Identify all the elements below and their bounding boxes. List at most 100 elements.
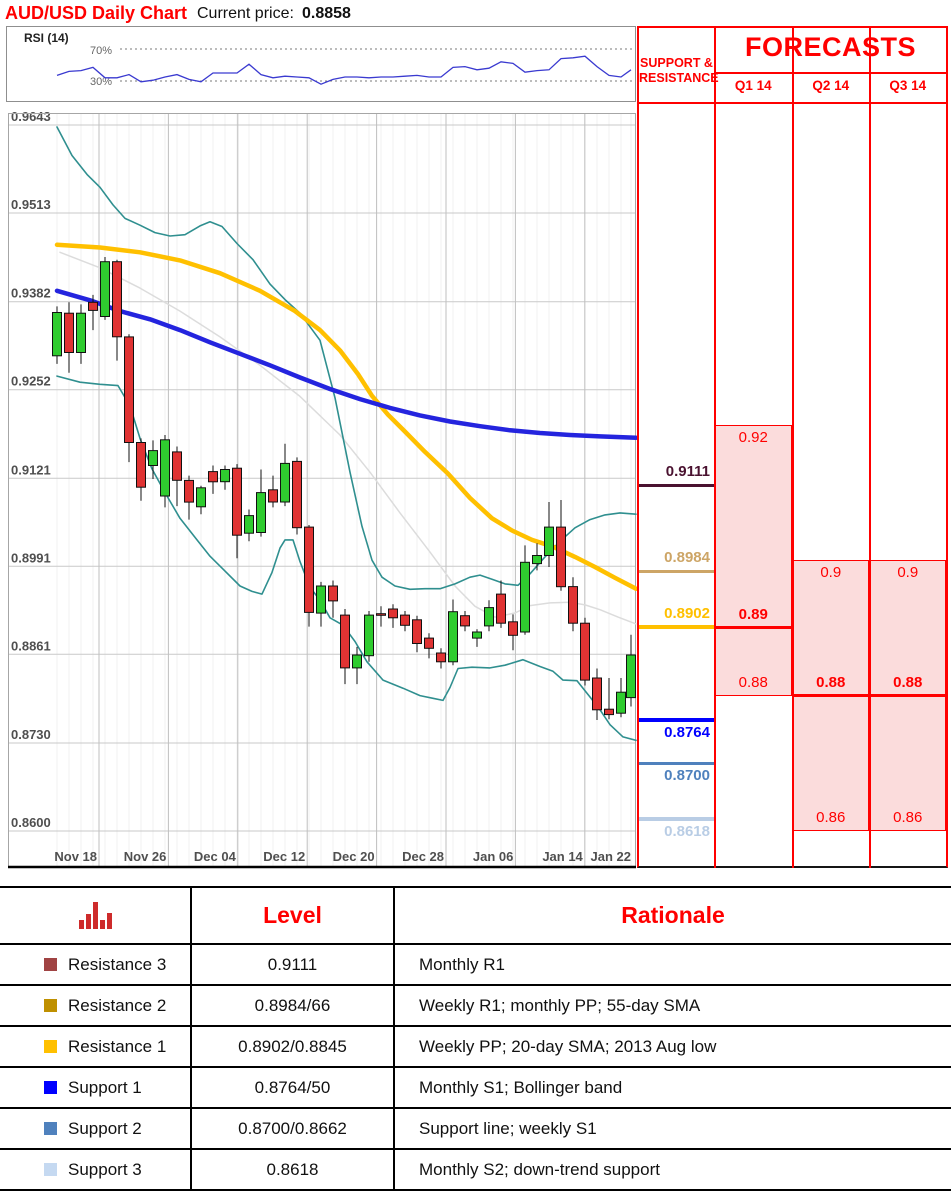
sr-level-label: 0.9111 (665, 463, 710, 481)
bollinger-lower-line (56, 375, 637, 742)
candle-bullish (544, 526, 554, 556)
plot-area (8, 113, 636, 867)
panel-divider (639, 102, 946, 104)
rationale-column-header: Rationale (621, 902, 725, 928)
level-rationale-cell: Weekly R1; monthly PP; 55-day SMA (419, 995, 701, 1015)
candle-bearish (304, 526, 314, 613)
candle-bullish (472, 631, 482, 639)
candle-bearish (508, 621, 518, 636)
candle-bearish (556, 526, 566, 588)
levels-table-row: Resistance 1 0.8902/0.8845 Weekly PP; 20-d… (0, 1027, 951, 1068)
current-price-value: 0.8858 (302, 5, 351, 22)
candle-bullish (616, 691, 626, 714)
y-axis-label: 0.9513 (11, 197, 51, 212)
panel-divider (715, 72, 946, 74)
support-resistance-forecast-panel: FORECASTS SUPPORT & RESISTANCE Q1 14 Q2 1… (637, 26, 948, 868)
sr-level-label: 0.8618 (664, 822, 710, 840)
level-name: Support 3 (68, 1159, 142, 1179)
forecast-value: 0.88 (816, 673, 846, 691)
level-name: Resistance 2 (68, 995, 167, 1015)
candle-bearish (400, 614, 410, 626)
levels-table-row: Support 1 0.8764/50 Monthly S1; Bollinger … (0, 1068, 951, 1109)
forecast-value: 0.86 (816, 809, 846, 826)
forecast-value: 0.9 (820, 564, 842, 582)
level-name-cell: Support 3 (0, 1150, 192, 1189)
rsi-line (56, 55, 632, 85)
forecast-range-box (715, 424, 792, 696)
rsi-label: RSI (14) (24, 31, 69, 45)
forecast-value: 0.92 (738, 428, 768, 446)
level-value-cell: 0.8902/0.8845 (192, 1027, 395, 1066)
level-name-cell: Resistance 2 (0, 986, 192, 1025)
y-axis-label: 0.9121 (11, 462, 51, 477)
candle-bearish (268, 489, 278, 503)
candle-bearish (64, 312, 74, 354)
x-axis-label: Nov 26 (124, 849, 167, 864)
level-value-cell: 0.8984/66 (192, 986, 395, 1025)
bar-chart-icon (78, 902, 112, 929)
level-value-cell: 0.8764/50 (192, 1068, 395, 1107)
level-name-cell: Support 1 (0, 1068, 192, 1107)
levels-table-header: Level Rationale (0, 888, 951, 945)
candle-bearish (436, 652, 446, 663)
page-title: AUD/USD Daily Chart (5, 3, 188, 23)
forecast-value: 0.9 (897, 564, 919, 582)
current-price-label: Current price: (197, 5, 294, 22)
level-value-cell: 0.8700/0.8662 (192, 1109, 395, 1148)
candle-bearish (340, 614, 350, 669)
candle-bearish (496, 593, 506, 624)
forecasts-title: FORECASTS (744, 32, 916, 62)
candle-bullish (100, 261, 110, 318)
level-rationale-cell: Monthly R1 (419, 954, 505, 974)
level-rationale-cell: Weekly PP; 20-day SMA; 2013 Aug low (419, 1036, 717, 1056)
level-name: Support 1 (68, 1077, 142, 1097)
level-color-swatch (44, 1081, 57, 1094)
candle-bearish (424, 637, 434, 649)
x-axis-label: Dec 04 (194, 849, 237, 864)
level-rationale-cell: Support line; weekly S1 (419, 1118, 597, 1138)
level-rationale-cell: Monthly S1; Bollinger band (419, 1077, 623, 1097)
sr-level-line-0.8764 (639, 718, 714, 722)
candle-bearish (580, 622, 590, 681)
candle-bullish (160, 439, 170, 497)
y-axis-label: 0.9643 (11, 109, 51, 124)
forecast-value: 0.88 (738, 673, 768, 691)
bollinger-upper-line (56, 126, 637, 591)
candle-bearish (604, 708, 614, 716)
candle-bullish (448, 611, 458, 663)
x-axis-label: Nov 18 (54, 849, 97, 864)
rsi-panel (6, 26, 636, 102)
sr-level-line-0.9111 (639, 483, 714, 488)
forecast-value: 0.88 (893, 673, 923, 691)
level-color-swatch (44, 1163, 57, 1176)
levels-table: Level Rationale Resistance 3 0.9111 Monthl… (0, 886, 951, 1191)
candle-bearish (112, 261, 122, 338)
y-axis-label: 0.8730 (11, 727, 51, 742)
candle-bearish (232, 467, 242, 536)
y-axis-label: 0.9252 (11, 374, 51, 389)
level-color-swatch (44, 1122, 57, 1135)
sr-level-line-0.8984 (639, 569, 714, 574)
levels-table-icon-cell (0, 888, 192, 943)
candle-bearish (568, 586, 578, 624)
candle-bearish (172, 451, 182, 481)
candle-bullish (220, 469, 230, 483)
candle-bullish (148, 450, 158, 467)
candle-bearish (388, 608, 398, 619)
candle-bearish (136, 442, 146, 488)
forecast-quarter-header: Q2 14 (812, 78, 850, 93)
candle-bullish (520, 561, 530, 633)
sr-level-label: 0.8984 (664, 549, 710, 567)
forecast-quarter-header: Q1 14 (734, 78, 772, 93)
level-name: Support 2 (68, 1118, 142, 1138)
level-value-cell: 0.9111 (192, 945, 395, 984)
candle-bearish (124, 336, 134, 443)
candle-bullish (244, 515, 254, 534)
sr-level-line-0.8618 (639, 817, 714, 821)
y-axis-label: 0.8600 (11, 815, 51, 830)
rsi-overbought-label: 70% (90, 45, 112, 57)
x-axis-label: Jan 14 (542, 849, 583, 864)
forecast-value: 0.86 (893, 809, 923, 826)
sr-level-line-0.8902 (639, 625, 714, 629)
